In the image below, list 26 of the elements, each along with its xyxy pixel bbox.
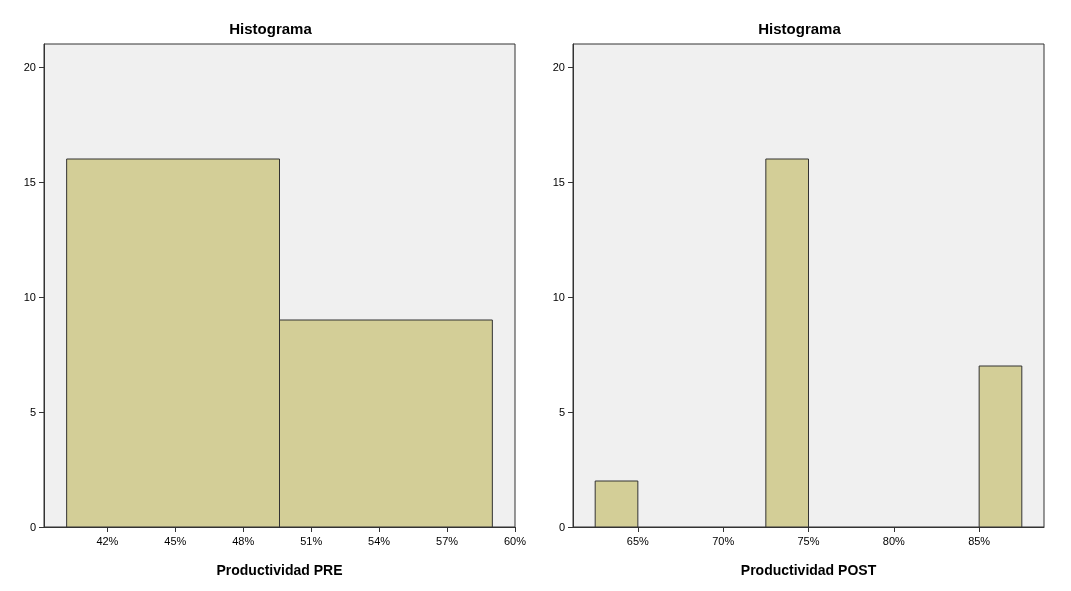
- y-tick-label: 15: [552, 176, 565, 188]
- y-tick-label: 0: [558, 521, 565, 533]
- y-tick-label: 10: [552, 291, 565, 303]
- y-tick-label: 5: [29, 406, 36, 418]
- y-tick-label: 20: [23, 61, 36, 73]
- x-tick-label: 45%: [164, 534, 187, 547]
- x-axis-title: Productividad POST: [740, 562, 877, 578]
- chart-title: Histograma: [229, 20, 313, 37]
- y-tick-label: 15: [23, 176, 36, 188]
- x-tick-label: 42%: [96, 534, 119, 547]
- x-tick-label: 70%: [712, 534, 735, 547]
- x-tick-label: 48%: [232, 534, 255, 547]
- chart-title: Histograma: [758, 20, 842, 37]
- x-tick-label: 80%: [882, 534, 906, 547]
- y-tick-label: 10: [23, 291, 36, 303]
- x-tick-label: 51%: [300, 534, 323, 547]
- y-tick-label: 20: [552, 61, 565, 73]
- y-tick-label: 5: [558, 406, 565, 418]
- x-tick-label: 54%: [368, 534, 391, 547]
- x-tick-label: 65%: [626, 534, 650, 547]
- x-tick-label: 75%: [797, 534, 820, 547]
- y-tick-label: 0: [29, 521, 36, 533]
- x-tick-label: 60%: [503, 534, 527, 547]
- x-axis-title: Productividad PRE: [216, 562, 343, 578]
- x-tick-label: 85%: [968, 534, 991, 547]
- x-tick-label: 57%: [436, 534, 459, 547]
